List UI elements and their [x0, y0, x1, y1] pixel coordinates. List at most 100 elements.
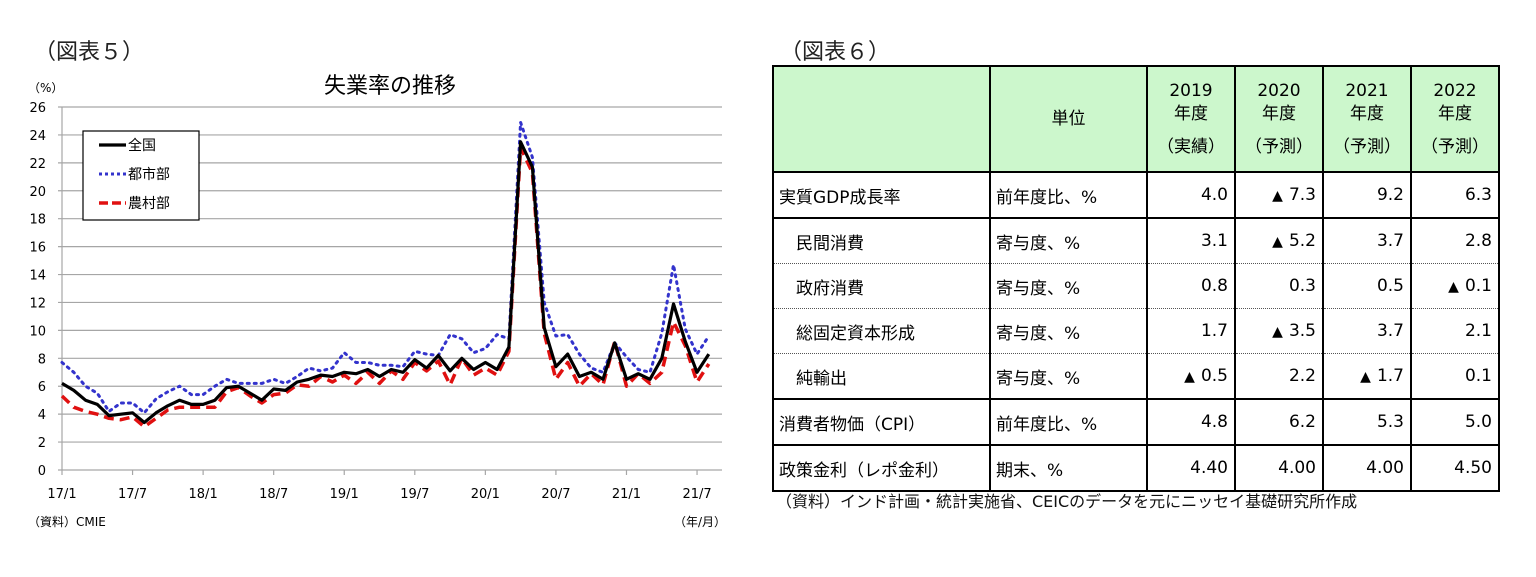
forecast-table-wrapper: 単位 2019 年度 （実績） 2020 年度 （予測） 2021 年度 （予測… — [772, 65, 1500, 492]
negative-triangle-icon: ▲ — [1448, 279, 1459, 295]
x-tick-label: 21/1 — [612, 487, 641, 502]
value-cell: ▲ 3.5 — [1234, 308, 1324, 354]
x-tick-label: 19/1 — [330, 487, 359, 502]
negative-triangle-icon: ▲ — [1184, 369, 1195, 385]
value-cell: ▲ 0.1 — [1410, 263, 1500, 309]
table-row: 政策金利（レポ金利） 期末、% 4.40 4.00 4.00 4.50 — [772, 444, 1500, 492]
x-axis-ticks: 17/1 17/7 18/1 18/7 19/1 19/7 20/1 20/7 21/1 21/7 — [47, 470, 712, 502]
value-cell: 2.8 — [1410, 217, 1500, 264]
header-year-2020: 2020 年度 （予測） — [1234, 65, 1324, 173]
row-label: 政府消費 — [772, 263, 991, 309]
table-row: 政府消費 寄与度、% 0.8 0.3 0.5 ▲ 0.1 — [772, 263, 1500, 309]
y-tick-label: 12 — [29, 296, 46, 311]
year-kind: （実績） — [1157, 136, 1225, 157]
value-cell: 0.1 — [1410, 353, 1500, 400]
row-label: 実質GDP成長率 — [772, 171, 991, 219]
x-tick-label: 17/1 — [47, 487, 76, 502]
row-unit: 寄与度、% — [989, 217, 1148, 264]
value-cell: 3.1 — [1146, 217, 1236, 264]
value-cell: 4.00 — [1234, 444, 1324, 492]
value-cell: 5.3 — [1322, 398, 1412, 446]
table-row: 消費者物価（CPI） 前年度比、% 4.8 6.2 5.3 5.0 — [772, 398, 1500, 446]
year-suffix: 年度 — [1174, 103, 1208, 124]
legend-label: 都市部 — [128, 166, 170, 183]
x-tick-label: 21/7 — [682, 487, 711, 502]
header-item — [772, 65, 991, 173]
y-tick-label: 18 — [29, 213, 46, 228]
x-tick-label: 18/1 — [189, 487, 218, 502]
value-cell: 5.0 — [1410, 398, 1500, 446]
y-tick-label: 24 — [29, 129, 46, 144]
value-cell: 0.3 — [1234, 263, 1324, 309]
y-tick-label: 14 — [29, 269, 46, 284]
y-tick-label: 6 — [38, 380, 46, 395]
x-tick-label: 20/1 — [471, 487, 500, 502]
table-source: （資料）インド計画・統計実施省、CEICのデータを元にニッセイ基礎研究所作成 — [776, 492, 1358, 511]
row-label: 純輸出 — [772, 353, 991, 400]
chart-title: 失業率の推移 — [324, 74, 456, 99]
value-cell: 0.5 — [1322, 263, 1412, 309]
chart-series-lines — [60, 120, 711, 429]
x-unit-label: （年/月） — [674, 515, 726, 529]
year-label: 2022 — [1433, 80, 1477, 101]
y-tick-label: 22 — [29, 157, 46, 172]
value-cell: 2.1 — [1410, 308, 1500, 354]
year-label: 2021 — [1345, 80, 1389, 101]
value-cell: 1.7 — [1146, 308, 1236, 354]
year-kind: （予測） — [1245, 136, 1313, 157]
value-cell: 4.40 — [1146, 444, 1236, 492]
y-tick-label: 10 — [29, 324, 46, 339]
y-tick-label: 8 — [38, 352, 46, 367]
row-unit: 寄与度、% — [989, 353, 1148, 400]
legend-label: 農村部 — [128, 196, 170, 212]
row-label: 民間消費 — [772, 217, 991, 264]
series-line-dotted — [60, 120, 711, 415]
table-row: 実質GDP成長率 前年度比、% 4.0 ▲ 7.3 9.2 6.3 — [772, 171, 1500, 219]
row-unit: 前年度比、% — [989, 398, 1148, 446]
negative-triangle-icon: ▲ — [1272, 234, 1283, 250]
row-unit: 期末、% — [989, 444, 1148, 492]
figure-5-label: （図表５） — [34, 40, 145, 65]
table-row: 総固定資本形成 寄与度、% 1.7 ▲ 3.5 3.7 2.1 — [772, 308, 1500, 354]
header-year-2019: 2019 年度 （実績） — [1146, 65, 1236, 173]
year-kind: （予測） — [1421, 136, 1489, 157]
x-tick-label: 20/7 — [541, 487, 570, 502]
header-unit: 単位 — [989, 65, 1148, 173]
y-tick-label: 26 — [29, 101, 46, 116]
row-label: 総固定資本形成 — [772, 308, 991, 354]
value-cell: ▲ 5.2 — [1234, 217, 1324, 264]
chart-gridlines — [58, 106, 722, 471]
value-cell: ▲ 0.5 — [1146, 353, 1236, 400]
figure-6-label: （図表６） — [780, 40, 891, 65]
value-cell: 6.3 — [1410, 171, 1500, 219]
value-cell: 3.7 — [1322, 308, 1412, 354]
series-line-solid — [61, 140, 711, 425]
y-tick-label: 2 — [38, 436, 46, 451]
legend-label: 全国 — [128, 137, 156, 154]
negative-triangle-icon: ▲ — [1272, 188, 1283, 204]
year-label: 2020 — [1257, 80, 1301, 101]
forecast-table: 単位 2019 年度 （実績） 2020 年度 （予測） 2021 年度 （予測… — [772, 65, 1500, 492]
year-suffix: 年度 — [1262, 103, 1296, 124]
value-cell: 4.8 — [1146, 398, 1236, 446]
table-row: 純輸出 寄与度、% ▲ 0.5 2.2 ▲ 1.7 0.1 — [772, 353, 1500, 400]
row-unit: 寄与度、% — [989, 308, 1148, 354]
value-cell: 4.00 — [1322, 444, 1412, 492]
year-label: 2019 — [1169, 80, 1213, 101]
year-suffix: 年度 — [1350, 103, 1384, 124]
year-suffix: 年度 — [1438, 103, 1472, 124]
table-body: 実質GDP成長率 前年度比、% 4.0 ▲ 7.3 9.2 6.3 民間消費 寄与度、% 3.1 ▲… — [772, 171, 1500, 492]
value-cell: ▲ 7.3 — [1234, 171, 1324, 219]
table-row: 民間消費 寄与度、% 3.1 ▲ 5.2 3.7 2.8 — [772, 217, 1500, 264]
y-tick-label: 4 — [38, 408, 46, 423]
row-unit: 前年度比、% — [989, 171, 1148, 219]
x-tick-label: 17/7 — [118, 487, 147, 502]
year-kind: （予測） — [1333, 136, 1401, 157]
header-year-2021: 2021 年度 （予測） — [1322, 65, 1412, 173]
chart-source: （資料）CMIE — [28, 515, 106, 529]
value-cell: 9.2 — [1322, 171, 1412, 219]
y-tick-label: 20 — [29, 185, 46, 200]
